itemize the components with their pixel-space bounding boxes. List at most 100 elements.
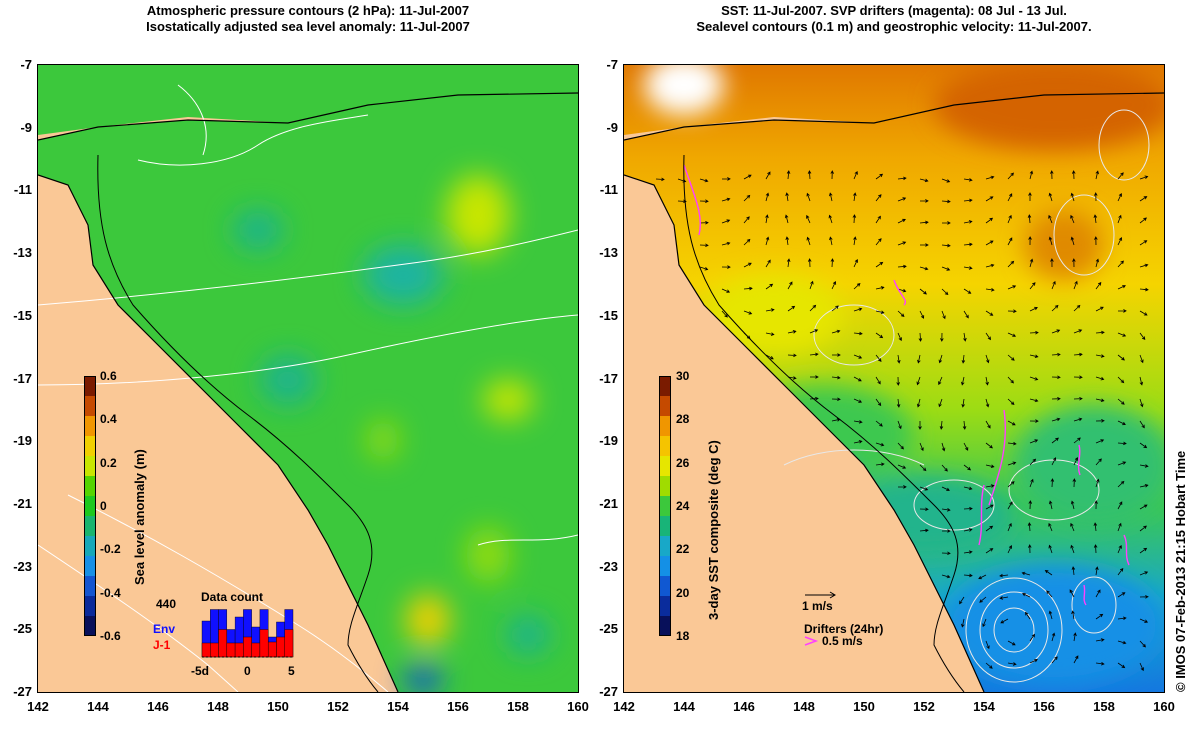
data-count-xtick-1: 0 [244, 664, 251, 678]
velocity-arrow [999, 596, 1009, 600]
velocity-arrow [853, 398, 863, 403]
velocity-arrow [985, 484, 995, 488]
velocity-arrow [1117, 501, 1123, 510]
sea-level-colorbar-segment [84, 536, 96, 557]
left-lon-tick: 146 [147, 699, 169, 714]
velocity-arrow [1007, 640, 1016, 646]
velocity-arrow [1073, 375, 1083, 379]
left-lon-tick: 144 [87, 699, 109, 714]
velocity-arrow [1046, 590, 1053, 598]
velocity-arrow [1139, 332, 1146, 341]
sea-level-colorbar-segment [84, 476, 96, 497]
velocity-arrow [1117, 461, 1127, 466]
velocity-arrow [1139, 484, 1149, 488]
left-lat-tick: -27 [13, 684, 32, 699]
velocity-arrow [828, 214, 833, 224]
velocity-arrow [743, 194, 751, 202]
velocity-arrow [1028, 500, 1033, 510]
velocity-arrow [941, 574, 951, 579]
velocity-arrow [982, 618, 987, 628]
velocity-arrow [938, 354, 943, 364]
velocity-arrow [875, 238, 882, 246]
velocity-arrow [1094, 236, 1098, 246]
sea-level-colorbar-segment [84, 416, 96, 437]
velocity-arrow [1070, 236, 1075, 246]
imos-watermark: © IMOS 07-Feb-2013 21:15 Hobart Time [1173, 450, 1188, 692]
sst-colorbar-segment [659, 596, 671, 617]
velocity-arrow [1117, 662, 1126, 669]
left-map-frame [37, 64, 579, 693]
sst-colorbar-segment [659, 576, 671, 597]
velocity-arrow [1051, 417, 1061, 422]
velocity-arrow [1007, 522, 1012, 532]
velocity-arrow [1007, 332, 1017, 337]
sea-level-colorbar-tick: -0.4 [100, 585, 121, 600]
velocity-arrow [918, 332, 923, 342]
j1-count-bar [210, 642, 219, 658]
velocity-arrow [961, 354, 966, 364]
velocity-arrow [1073, 655, 1079, 664]
velocity-arrow [831, 397, 841, 401]
velocity-arrow [897, 218, 906, 224]
velocity-arrow [1139, 618, 1149, 623]
velocity-arrow [999, 573, 1009, 578]
velocity-arrow [1070, 192, 1075, 202]
velocity-arrow [941, 486, 950, 491]
velocity-arrow [1073, 352, 1083, 357]
velocity-arrow [1007, 461, 1017, 466]
velocity-arrow [985, 175, 995, 180]
velocity-arrow [1139, 263, 1149, 268]
velocity-arrow [897, 310, 905, 317]
velocity-arrow [875, 173, 884, 180]
velocity-arrow [765, 332, 775, 336]
sea-level-anomaly-map[interactable] [38, 65, 578, 692]
left-lat-tick: -25 [13, 621, 32, 637]
velocity-arrow [916, 398, 921, 408]
left-lat-tick: -13 [13, 245, 32, 261]
left-lon-tick: 156 [447, 699, 469, 714]
sst-map[interactable] [624, 65, 1164, 692]
velocity-arrow [963, 332, 967, 342]
velocity-key-arrowhead [829, 591, 836, 599]
velocity-arrow [985, 287, 995, 292]
velocity-arrow [721, 310, 728, 318]
velocity-arrow [985, 548, 994, 554]
velocity-arrow [919, 199, 929, 203]
velocity-arrow [897, 264, 907, 269]
velocity-arrow [1029, 439, 1039, 444]
velocity-arrow [985, 240, 994, 246]
velocity-arrow [1029, 633, 1035, 642]
velocity-arrow [1117, 332, 1127, 337]
velocity-arrow [853, 420, 863, 424]
sst-colorbar-tick: 18 [676, 629, 690, 643]
velocity-arrow [743, 174, 752, 180]
velocity-arrow [919, 220, 929, 225]
right-lon-tick: 154 [973, 699, 995, 714]
coastline-left [38, 92, 578, 692]
velocity-arrow [784, 214, 789, 224]
velocity-arrow [1139, 240, 1148, 246]
velocity-arrow [655, 177, 665, 182]
velocity-arrow [1139, 310, 1148, 316]
velocity-arrow [1117, 522, 1122, 532]
velocity-arrow [853, 376, 862, 382]
left-lat-tick: -19 [13, 433, 32, 449]
velocity-arrow [786, 258, 791, 268]
data-count-legend-j1: J-1 [153, 638, 171, 652]
velocity-arrow [875, 376, 881, 385]
right-lat-tick: -25 [599, 621, 618, 637]
velocity-arrow [765, 308, 775, 312]
velocity-arrow [1007, 193, 1013, 202]
velocity-arrow [1050, 478, 1055, 488]
velocity-arrow [963, 528, 973, 532]
velocity-arrow [985, 310, 994, 316]
velocity-arrow [810, 375, 819, 379]
velocity-arrow [786, 170, 791, 180]
velocity-arrow [896, 398, 901, 408]
velocity-arrow [1073, 329, 1083, 334]
sst-colorbar-tick: 30 [676, 369, 690, 383]
velocity-arrow [1095, 376, 1105, 381]
velocity-arrow [1139, 287, 1149, 292]
velocity-arrow [1051, 457, 1057, 466]
velocity-arrow [1117, 237, 1123, 246]
